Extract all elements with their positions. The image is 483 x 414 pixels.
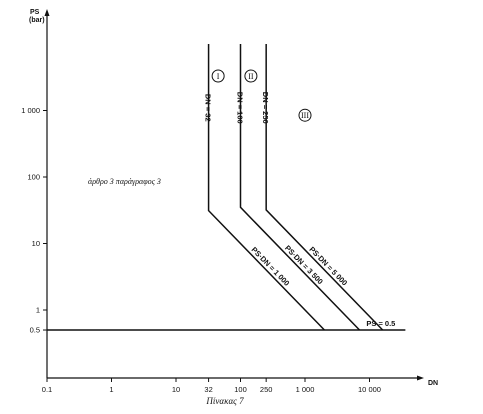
region-circle-2 (298, 108, 312, 122)
y-axis-title: PS (30, 9, 40, 16)
y-tick-label-0: 0.5 (30, 326, 40, 335)
y-tick-label-3: 100 (27, 173, 40, 182)
x-tick-label-0: 0.1 (42, 385, 52, 394)
line-dn-250 (265, 44, 384, 331)
chart-lines (47, 44, 406, 331)
region-label-2: III (301, 111, 309, 120)
x-tick-label-5: 250 (260, 385, 273, 394)
dn-line-label-0: DN = 32 (204, 94, 213, 122)
x-axis-arrow-icon (417, 375, 424, 381)
line-dn-32 (207, 44, 325, 331)
x-tick-label-4: 100 (234, 385, 247, 394)
region-label-0: I (217, 72, 220, 81)
x-tick-label-3: 32 (204, 385, 212, 394)
y-tick-label-1: 1 (36, 306, 40, 315)
figure-caption: Πίνακας 7 (205, 396, 244, 406)
y-axis-arrow-icon (44, 9, 50, 16)
annotation-text: άρθρο 3 παράγραφος 3 (88, 177, 161, 186)
region-circle-1 (244, 69, 258, 83)
y-tick-label-2: 10 (32, 239, 40, 248)
x-tick-label-6: 1 000 (296, 385, 315, 394)
y-axis-unit: (bar) (29, 17, 45, 24)
x-tick-label-1: 1 (109, 385, 113, 394)
x-tick-label-2: 10 (172, 385, 180, 394)
x-axis-title: DN (428, 380, 438, 387)
region-label-1: II (248, 72, 254, 81)
dn-line-label-2: DN = 250 (261, 92, 270, 124)
x-tick-label-7: 10 000 (358, 385, 381, 394)
axis-ticks: 0.1 1 10 32 100 250 1 000 10 000 0.5 1 10 100 1 000 (21, 106, 381, 394)
y-tick-label-4: 1 000 (21, 106, 40, 115)
region-circle-0 (211, 69, 225, 83)
ps-limit-label: PS = 0.5 (366, 319, 395, 328)
dn-line-label-1: DN = 100 (236, 92, 245, 124)
line-dn-100 (239, 44, 361, 331)
